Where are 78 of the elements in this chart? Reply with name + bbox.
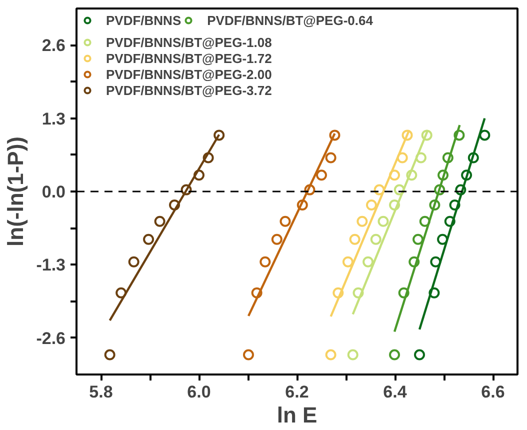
x-tick-label: 5.8 (89, 382, 113, 402)
point (414, 349, 425, 360)
point (169, 200, 180, 211)
point (180, 184, 192, 196)
point (442, 152, 454, 164)
point (438, 170, 449, 181)
point (352, 287, 364, 298)
point (342, 256, 354, 268)
point (421, 130, 432, 141)
point (280, 216, 291, 227)
point (415, 152, 426, 164)
point (389, 200, 400, 211)
x-tick-label: 6.0 (187, 382, 211, 402)
point (154, 216, 166, 227)
point (347, 349, 358, 360)
point (408, 256, 420, 268)
point (362, 256, 374, 268)
point (389, 170, 400, 181)
point (406, 170, 418, 181)
point (374, 184, 385, 196)
point (349, 234, 360, 245)
point (251, 287, 262, 298)
point (316, 170, 327, 181)
point (143, 234, 154, 245)
point (402, 130, 413, 141)
point (389, 349, 400, 360)
point (378, 216, 389, 227)
point (479, 130, 490, 141)
y-tick-label: -1.3 (36, 256, 66, 275)
point (356, 216, 368, 227)
legend-label: PVDF/BNNS/BT@PEG-1.72 (106, 50, 272, 66)
y-tick-label: 0.0 (42, 182, 66, 202)
legend-label: PVDF/BNNS (106, 12, 182, 28)
point (202, 152, 214, 164)
point (366, 200, 377, 211)
point (449, 200, 460, 211)
point (428, 287, 440, 298)
x-tick-label: 6.4 (383, 382, 408, 402)
x-tick-label: 6.2 (285, 382, 309, 402)
point (396, 152, 408, 164)
point (194, 170, 204, 181)
point (468, 152, 479, 164)
legend-label: PVDF/BNNS/BT@PEG-1.08 (106, 34, 272, 50)
point (437, 234, 448, 245)
point (214, 130, 225, 141)
point (104, 349, 116, 360)
point (242, 349, 254, 360)
point (304, 184, 316, 196)
point (434, 184, 446, 196)
point (398, 287, 410, 298)
point (370, 234, 382, 245)
point (260, 256, 271, 268)
legend-label: PVDF/BNNS/BT@PEG-2.00 (106, 66, 272, 82)
y-tick-label: 1.3 (42, 109, 66, 128)
y-axis-title: ln(-ln(1-P)) (3, 136, 28, 246)
point (429, 200, 440, 211)
point (116, 287, 127, 298)
legend-label: PVDF/BNNS/BT@PEG-3.72 (106, 82, 272, 98)
point (454, 130, 465, 141)
point (329, 130, 340, 141)
point (271, 234, 282, 245)
point (325, 152, 336, 164)
point (325, 349, 336, 360)
point (430, 256, 442, 268)
y-tick-label: -2.6 (36, 328, 66, 348)
point (444, 216, 456, 227)
point (455, 184, 466, 196)
point (419, 216, 430, 227)
point (412, 234, 424, 245)
legend-label: PVDF/BNNS/BT@PEG-0.64 (207, 12, 373, 28)
x-tick-label: 6.6 (481, 382, 505, 402)
point (128, 256, 140, 268)
point (394, 184, 405, 196)
point (461, 170, 472, 181)
x-axis-title: ln E (276, 402, 318, 428)
point (296, 200, 308, 211)
point (332, 287, 344, 298)
y-tick-label: 2.6 (42, 36, 66, 56)
